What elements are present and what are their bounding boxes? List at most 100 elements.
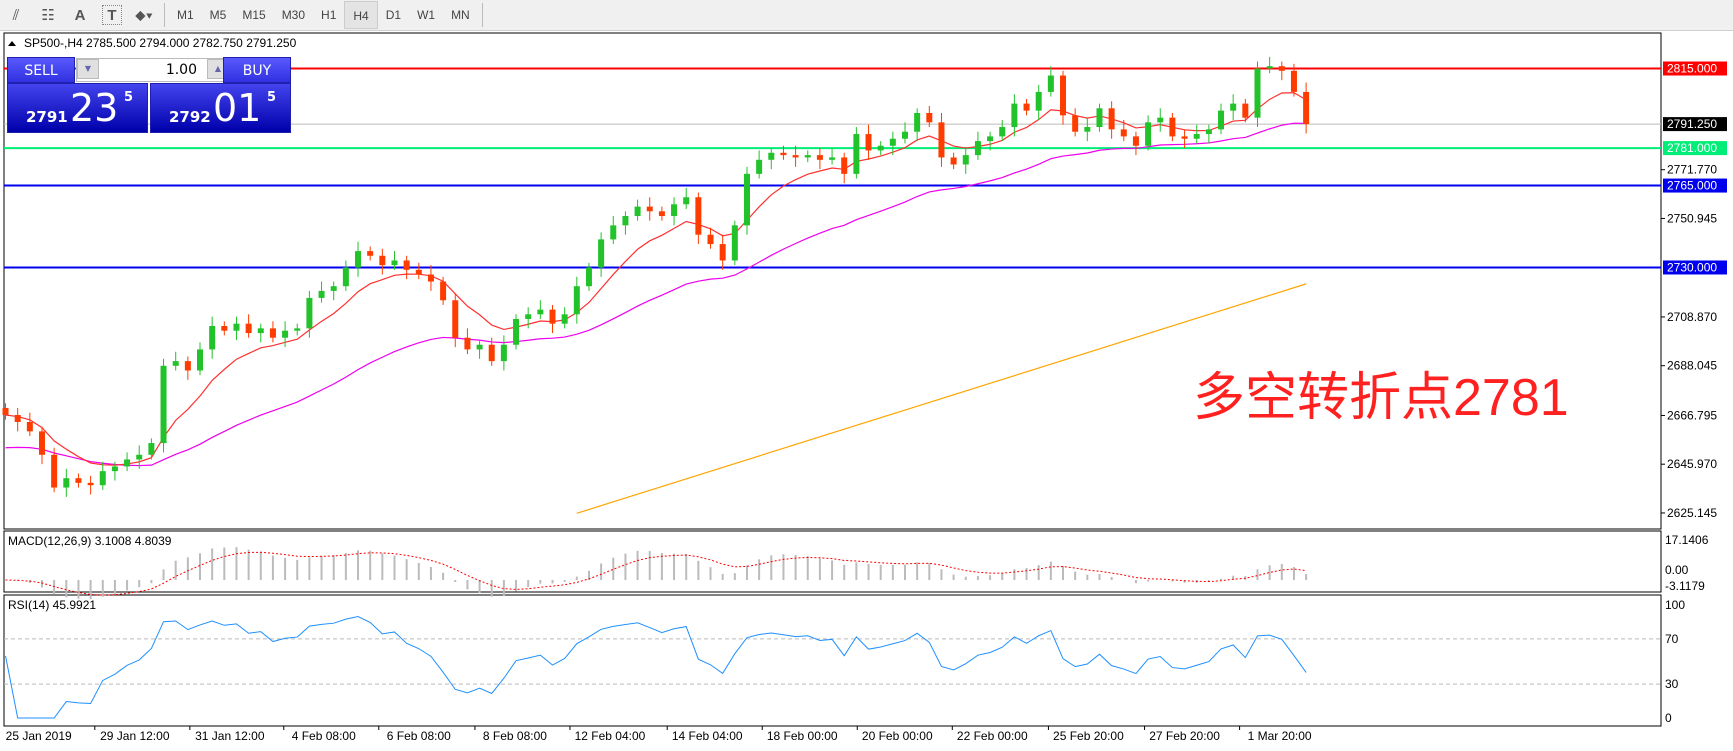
lot-decrease-button[interactable]: ▼ [77,59,99,79]
ma-fast-line [5,92,1307,466]
candle [136,445,143,469]
candle-body [403,260,410,270]
candle [974,131,981,160]
candle-body [1303,91,1310,125]
candle-body [1096,108,1103,128]
candle [829,148,836,165]
indicators-icon[interactable]: ⫽ [12,6,20,24]
candle-body [221,326,228,331]
sell-price[interactable]: 2791 23 5 [7,83,148,133]
candle [1290,63,1297,97]
price-label-bg [1663,61,1727,76]
candle-body [14,414,21,422]
candle-body [573,286,580,315]
candle [707,227,714,249]
date-axis-label: 18 Feb 00:00 [767,729,838,743]
candle [950,152,957,170]
buy-button[interactable]: BUY [223,57,291,83]
candle [561,307,568,329]
arrows-icon[interactable]: ⬥▾ [135,6,153,24]
candle [1011,94,1018,137]
candle-body [1230,103,1237,111]
timeframe-m15[interactable]: M15 [242,8,266,22]
candle-body [987,136,994,142]
date-axis-label: 4 Feb 08:00 [292,729,356,743]
sell-button[interactable]: SELL [7,57,75,83]
candle [1060,70,1067,125]
text-label-icon[interactable]: T [102,5,122,25]
candle [877,141,884,156]
date-axis-label: 22 Feb 00:00 [957,729,1028,743]
candle [124,452,131,472]
candle-body [513,318,520,345]
candle-body [646,206,653,212]
timeframe-h1[interactable]: H1 [321,8,337,22]
candle-body [1157,117,1164,123]
candle-body [938,122,945,158]
candle [63,468,70,497]
candle [938,112,945,167]
candle [513,314,520,350]
candle-body [756,159,763,174]
candle [1120,120,1127,142]
candle [440,276,447,305]
candle-body [1120,129,1127,137]
candle [1205,124,1212,144]
price-label-bg [1663,141,1727,156]
candle-body [87,482,94,486]
candle-body [1193,134,1200,139]
timeframe-m30[interactable]: M30 [281,8,306,22]
candle [87,475,94,495]
candle-body [962,155,969,165]
candle-body [452,300,459,338]
timeframe-w1[interactable]: W1 [417,8,436,22]
candle-body [245,323,252,334]
rsi-line [5,616,1307,719]
timeframe-d1[interactable]: D1 [385,8,402,22]
candle-body [342,267,349,287]
candle [488,337,495,366]
candle-body [950,157,957,165]
candle [99,461,106,490]
candle-body [792,155,799,158]
candle [901,122,908,144]
date-axis-label: 12 Feb 04:00 [575,729,646,743]
candle [51,447,58,493]
date-axis-label: 27 Feb 20:00 [1149,729,1220,743]
candle-body [877,145,884,151]
candle [695,192,702,245]
candle [306,290,313,338]
price-axis-label: 2765.000 [1667,179,1717,193]
candle-body [476,344,483,350]
candle-body [561,314,568,324]
candle-body [816,155,823,160]
candle-body [731,225,738,261]
ma-mid-line [5,122,1307,467]
timeframe-h4[interactable]: H4 [344,1,378,29]
candle [1303,82,1310,134]
timeframe-mn[interactable]: MN [451,8,470,22]
candle [452,293,459,348]
fibonacci-icon[interactable]: ☷ [41,7,55,24]
candle [658,206,665,221]
candle [75,473,82,488]
candle [1108,101,1115,139]
candle [1047,66,1054,97]
candle [1218,103,1225,135]
price-chart[interactable]: 2815.000 2791.250 2781.000 2771.770 2765.000… [0,31,1733,751]
candle [318,281,325,303]
candle-body [926,112,933,123]
candle [245,314,252,338]
candle [1157,108,1164,132]
lot-size-input[interactable]: 1.00 [76,58,230,82]
timeframe-m1[interactable]: M1 [177,8,194,22]
date-axis-label: 14 Feb 04:00 [672,729,743,743]
candle [841,152,848,184]
candle-body [500,344,507,362]
candle [197,342,204,376]
text-icon[interactable]: A [74,6,86,24]
timeframe-m5[interactable]: M5 [209,8,227,22]
buy-price[interactable]: 2792 01 5 [150,83,291,133]
candle [415,262,422,280]
candle [26,412,33,437]
